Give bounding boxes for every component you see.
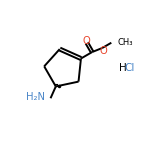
Text: H: H [119, 63, 127, 73]
Text: CH₃: CH₃ [117, 38, 133, 47]
Text: O: O [83, 36, 91, 46]
Text: O: O [99, 46, 107, 56]
Text: H₂N: H₂N [26, 93, 45, 102]
Text: Cl: Cl [125, 63, 135, 73]
